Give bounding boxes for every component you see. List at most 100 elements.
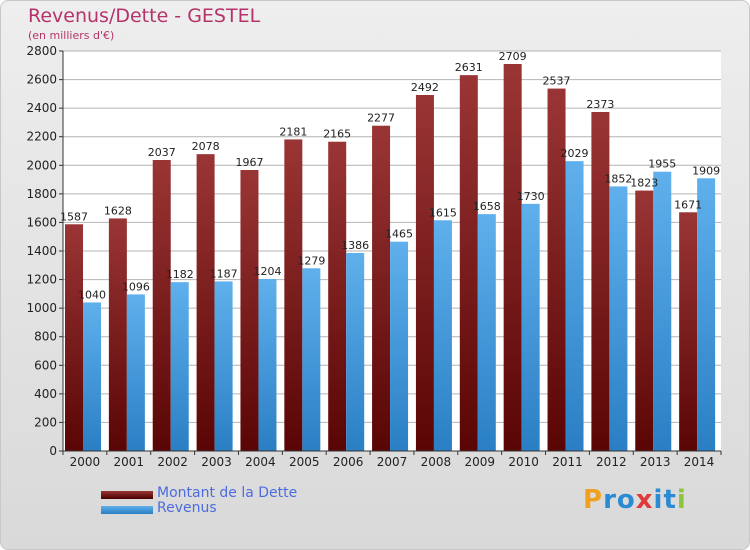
x-tick-label: 2013	[640, 455, 671, 469]
data-label-dette: 1967	[235, 156, 263, 169]
bar-dette	[65, 224, 83, 451]
data-label-dette: 1628	[104, 204, 132, 217]
x-tick-label: 2012	[596, 455, 627, 469]
bar-dette	[108, 218, 127, 451]
data-label-revenus: 1279	[297, 254, 325, 267]
y-tick-label: 2000	[26, 158, 57, 172]
bar-revenus	[170, 282, 189, 451]
data-label-dette: 2181	[279, 125, 307, 138]
x-tick-label: 2006	[333, 455, 364, 469]
bar-dette	[679, 212, 698, 451]
x-tick-label: 2002	[157, 455, 188, 469]
data-label-revenus: 1465	[385, 228, 413, 241]
bar-revenus	[346, 253, 365, 451]
bar-revenus	[433, 220, 452, 451]
y-tick-label: 2800	[26, 44, 57, 58]
data-label-dette: 2277	[367, 112, 395, 125]
bar-dette	[547, 88, 566, 452]
logo-letter: o	[616, 485, 636, 515]
data-label-revenus: 2029	[561, 147, 589, 160]
y-tick-label: 1600	[26, 215, 57, 229]
y-tick-label: 0	[49, 444, 57, 458]
bar-revenus	[653, 171, 672, 451]
x-tick-label: 2010	[508, 455, 539, 469]
x-tick-label: 2008	[421, 455, 452, 469]
y-tick-label: 1200	[26, 273, 57, 287]
bar-revenus	[477, 214, 496, 451]
x-tick-label: 2004	[245, 455, 276, 469]
y-tick-label: 600	[34, 358, 57, 372]
data-label-revenus: 1615	[429, 206, 457, 219]
x-tick-label: 2011	[552, 455, 583, 469]
data-label-revenus: 1386	[341, 239, 369, 252]
y-tick-label: 800	[34, 330, 57, 344]
legend-swatch-dette	[101, 491, 153, 499]
data-label-revenus: 1730	[517, 190, 545, 203]
data-label-revenus: 1187	[210, 267, 238, 280]
bar-revenus	[390, 241, 409, 451]
data-label-dette: 2373	[586, 98, 614, 111]
data-label-revenus: 1040	[78, 288, 106, 301]
legend-swatch-revenus	[101, 506, 153, 514]
bar-dette	[240, 170, 259, 451]
y-tick-label: 2600	[26, 73, 57, 87]
data-label-revenus: 1658	[473, 200, 501, 213]
y-tick-label: 2200	[26, 130, 57, 144]
x-tick-label: 2007	[377, 455, 408, 469]
data-label-dette: 2165	[323, 128, 351, 141]
x-tick-label: 2000	[70, 455, 101, 469]
bar-dette	[196, 154, 215, 451]
logo-letter: P	[583, 485, 604, 515]
bar-revenus	[214, 281, 233, 451]
x-tick-label: 2001	[114, 455, 145, 469]
x-tick-label: 2014	[684, 455, 715, 469]
bar-revenus	[126, 294, 145, 451]
chart-subtitle: (en milliers d'€)	[28, 29, 115, 42]
y-tick-label: 1000	[26, 301, 57, 315]
y-tick-label: 1800	[26, 187, 57, 201]
data-label-revenus: 1182	[166, 268, 194, 281]
data-label-revenus: 1955	[648, 158, 676, 171]
bar-revenus	[258, 279, 277, 451]
x-tick-label: 2009	[464, 455, 495, 469]
data-label-dette: 2037	[148, 146, 176, 159]
data-label-dette: 2537	[543, 75, 571, 88]
logo-letter: r	[603, 485, 617, 515]
data-label-revenus: 1096	[122, 280, 150, 293]
data-label-revenus: 1909	[692, 164, 720, 177]
bar-revenus	[521, 203, 540, 451]
bar-revenus	[609, 186, 628, 451]
y-tick-label: 2400	[26, 101, 57, 115]
logo-letter: t	[663, 485, 677, 515]
bar-dette	[328, 141, 347, 451]
logo-letter: i	[676, 485, 687, 515]
legend-label-revenus: Revenus	[157, 500, 217, 516]
data-label-dette: 2492	[411, 81, 439, 94]
data-label-dette: 1671	[674, 198, 702, 211]
bar-dette	[284, 139, 303, 451]
x-tick-label: 2005	[289, 455, 320, 469]
y-tick-label: 1400	[26, 244, 57, 258]
logo-letter: i	[653, 485, 664, 515]
proxiti-logo: Proxiti	[583, 485, 687, 515]
y-tick-label: 400	[34, 387, 57, 401]
bar-revenus	[565, 161, 584, 451]
bar-revenus	[83, 302, 101, 451]
bar-dette	[152, 160, 171, 451]
x-tick-label: 2003	[201, 455, 232, 469]
data-label-dette: 1823	[630, 177, 658, 190]
data-label-dette: 1587	[60, 210, 88, 223]
bar-dette	[503, 64, 522, 451]
logo-letter: x	[635, 485, 654, 515]
bar-dette	[372, 125, 391, 451]
bar-dette	[415, 95, 434, 451]
data-label-revenus: 1852	[604, 172, 632, 185]
data-label-dette: 2078	[192, 140, 220, 153]
data-label-revenus: 1204	[253, 265, 281, 278]
bar-revenus	[302, 268, 321, 451]
bar-dette	[635, 190, 654, 452]
chart-title: Revenus/Dette - GESTEL	[28, 5, 261, 27]
legend-label-dette: Montant de la Dette	[157, 485, 298, 501]
